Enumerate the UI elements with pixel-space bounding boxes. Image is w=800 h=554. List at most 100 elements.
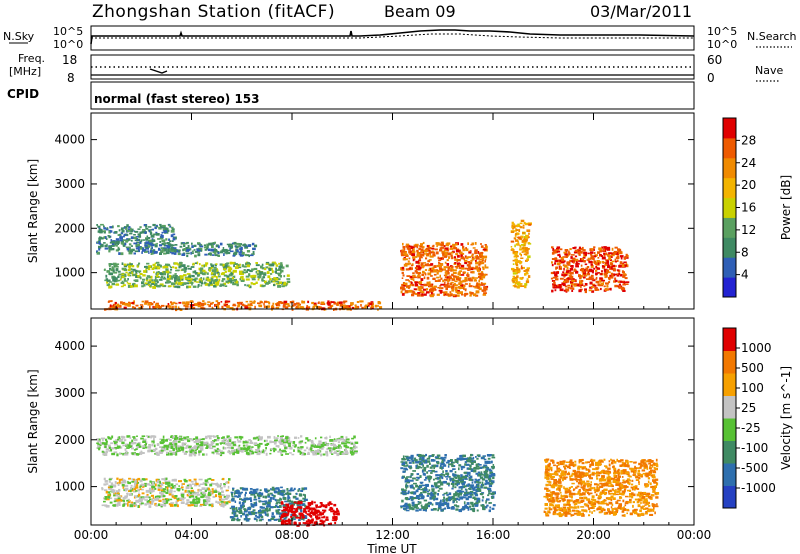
velocity-cell: [478, 489, 482, 492]
power-cell: [591, 248, 594, 250]
power-cell: [166, 280, 170, 283]
velocity-cell: [279, 498, 282, 501]
power-cell: [268, 282, 271, 284]
velocity-cell: [194, 503, 198, 506]
velocity-cell: [437, 490, 440, 492]
power-cell: [172, 247, 177, 250]
velocity-cell: [351, 437, 354, 440]
power-cell: [576, 283, 580, 287]
power-cell: [248, 284, 251, 288]
velocity-cell: [177, 447, 181, 450]
power-cell: [426, 245, 429, 248]
power-cell: [135, 271, 138, 274]
power-cell: [194, 270, 197, 274]
velocity-cell: [198, 452, 201, 456]
power-cell: [458, 271, 461, 275]
velocity-cell: [236, 509, 239, 512]
power-cell: [203, 281, 207, 284]
velocity-cell: [207, 478, 212, 480]
power-cell: [574, 246, 577, 249]
power-cell: [120, 252, 124, 256]
power-cell: [608, 277, 611, 281]
power-cell: [584, 290, 587, 294]
power-cell: [468, 266, 471, 269]
velocity-cell: [328, 501, 332, 505]
power-cell: [260, 265, 263, 269]
power-cell: [270, 267, 273, 271]
velocity-cell: [415, 507, 419, 509]
power-cell: [148, 242, 153, 246]
power-cell: [126, 247, 130, 251]
power-cell: [186, 241, 189, 244]
power-cell: [228, 267, 232, 270]
power-cell: [225, 280, 229, 283]
power-cell: [108, 283, 110, 285]
power-cell: [469, 279, 473, 282]
velocity-cell: [329, 449, 331, 452]
power-cell: [128, 301, 131, 304]
velocity-cell: [188, 483, 192, 487]
power-cell: [552, 283, 555, 286]
power-cell: [590, 274, 594, 277]
power-cell: [134, 250, 139, 253]
power-cell: [596, 260, 600, 263]
power-cell: [112, 262, 117, 266]
power-cell: [601, 260, 605, 263]
velocity-cell: [251, 512, 256, 515]
velocity-cell: [256, 488, 259, 491]
velocity-cell: [163, 490, 166, 493]
power-cell: [144, 302, 148, 305]
power-cell: [177, 306, 180, 310]
velocity-cell: [292, 513, 295, 516]
power-cell: [401, 253, 405, 257]
velocity-cell: [282, 510, 286, 513]
power-cell: [595, 280, 600, 284]
velocity-cell: [265, 452, 268, 456]
velocity-cell: [241, 502, 245, 505]
power-cell: [402, 258, 407, 261]
power-cell: [450, 293, 453, 297]
velocity-cell: [243, 447, 247, 450]
velocity-cell: [133, 505, 136, 507]
velocity-cell: [476, 457, 479, 460]
power-cell: [569, 272, 573, 275]
power-cell: [127, 278, 129, 281]
power-cell: [265, 282, 268, 285]
power-cell: [615, 256, 620, 259]
velocity-cell: [146, 493, 149, 496]
velocity-cell: [187, 504, 192, 507]
power-cell: [615, 279, 618, 283]
power-cell: [524, 272, 529, 275]
velocity-cell: [422, 460, 426, 463]
velocity-cell: [273, 449, 276, 453]
power-cell: [475, 261, 479, 265]
power-cell: [134, 279, 139, 282]
velocity-cell: [244, 508, 247, 511]
power-cell: [285, 303, 290, 306]
velocity-cell: [234, 495, 237, 498]
power-cell: [267, 305, 270, 308]
velocity-cell: [270, 506, 274, 509]
power-cell: [252, 282, 256, 286]
velocity-cell: [107, 486, 112, 489]
power-cell: [123, 306, 127, 309]
velocity-cell: [482, 465, 486, 468]
velocity-cell: [152, 496, 155, 499]
velocity-cell: [310, 441, 314, 444]
power-cell: [246, 261, 248, 264]
power-cell: [187, 303, 190, 306]
power-cell: [98, 245, 102, 249]
velocity-cell: [153, 444, 156, 448]
power-cell: [413, 288, 417, 290]
velocity-cell: [149, 480, 152, 483]
power-cell: [171, 276, 174, 279]
velocity-cell: [401, 458, 406, 461]
power-cell: [275, 267, 277, 271]
power-cell: [180, 275, 184, 278]
power-cell: [426, 247, 430, 250]
power-cell: [457, 262, 460, 265]
velocity-cell: [332, 517, 335, 519]
power-cell: [571, 284, 573, 288]
power-cell: [202, 269, 206, 272]
velocity-cell: [240, 515, 242, 518]
